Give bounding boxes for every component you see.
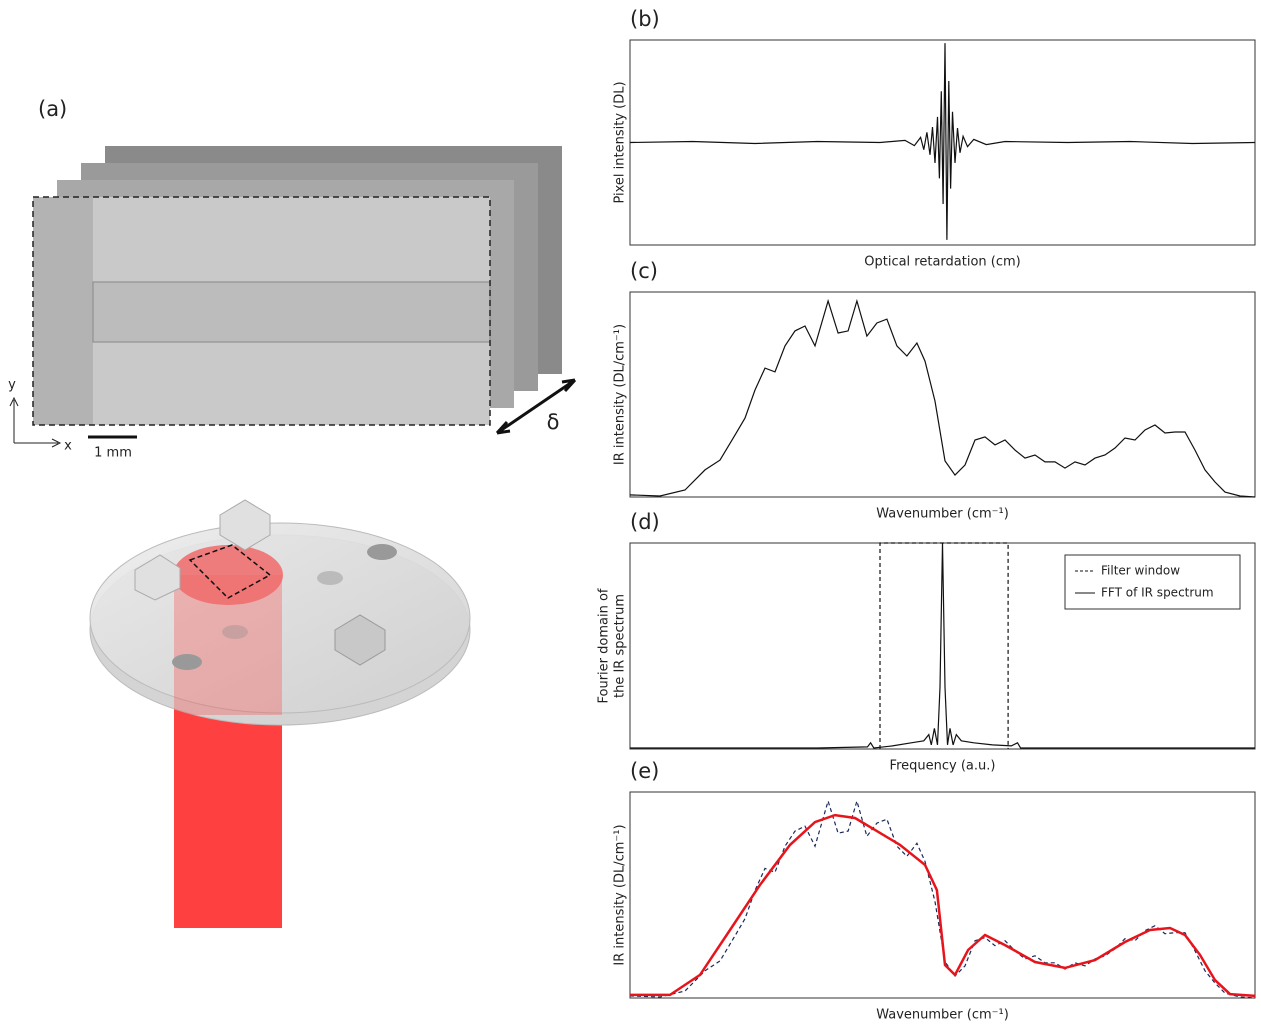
panel-label: (e) — [630, 759, 659, 783]
laser-spot — [173, 545, 283, 605]
illustration: (a) 1 mm y x δ — [8, 97, 577, 928]
y-axis-label: IR intensity (DL/cm⁻¹) — [613, 324, 628, 465]
stack-axis-label: δ — [547, 410, 560, 434]
data-line — [630, 542, 1255, 749]
y-axis-label: Fourier domain of — [597, 588, 612, 703]
panel-label: (c) — [630, 259, 658, 283]
port-block — [334, 614, 386, 666]
x-axis-label: Wavenumber (cm⁻¹) — [876, 1008, 1009, 1023]
panel-label: (a) — [38, 97, 67, 121]
panel-label: (b) — [630, 7, 660, 31]
legend-label: FFT of IR spectrum — [1101, 586, 1214, 600]
hole — [367, 544, 397, 560]
channel — [92, 281, 491, 343]
legend-box — [1064, 554, 1241, 610]
hole — [317, 571, 343, 585]
data-line — [629, 298, 1256, 498]
roi-box — [32, 196, 491, 426]
hole — [172, 654, 202, 670]
x-axis-label: Wavenumber (cm⁻¹) — [876, 507, 1009, 522]
port-block — [219, 499, 271, 551]
plot-frame — [629, 791, 1256, 999]
data-line — [630, 813, 1256, 998]
data-line — [879, 542, 1009, 749]
y-axis-label: Pixel intensity (DL) — [613, 81, 628, 203]
axis-label: x — [64, 439, 72, 454]
data-line — [629, 798, 1256, 999]
legend-label: Filter window — [1101, 564, 1180, 578]
port-block — [134, 554, 181, 601]
image-detail — [33, 197, 93, 425]
stack-arrow — [495, 378, 577, 435]
plot-frame — [629, 291, 1256, 498]
axes-arrows — [9, 396, 62, 448]
hole — [222, 625, 248, 639]
y-axis-label: IR intensity (DL/cm⁻¹) — [613, 824, 628, 965]
y-axis-label: the IR spectrum — [613, 594, 628, 698]
data-line — [629, 43, 1256, 240]
axis-label: y — [8, 378, 16, 393]
x-axis-label: Optical retardation (cm) — [864, 255, 1021, 270]
scale-bar-label: 1 mm — [94, 446, 132, 461]
x-axis-label: Frequency (a.u.) — [890, 759, 996, 774]
panel-label: (d) — [630, 510, 660, 534]
